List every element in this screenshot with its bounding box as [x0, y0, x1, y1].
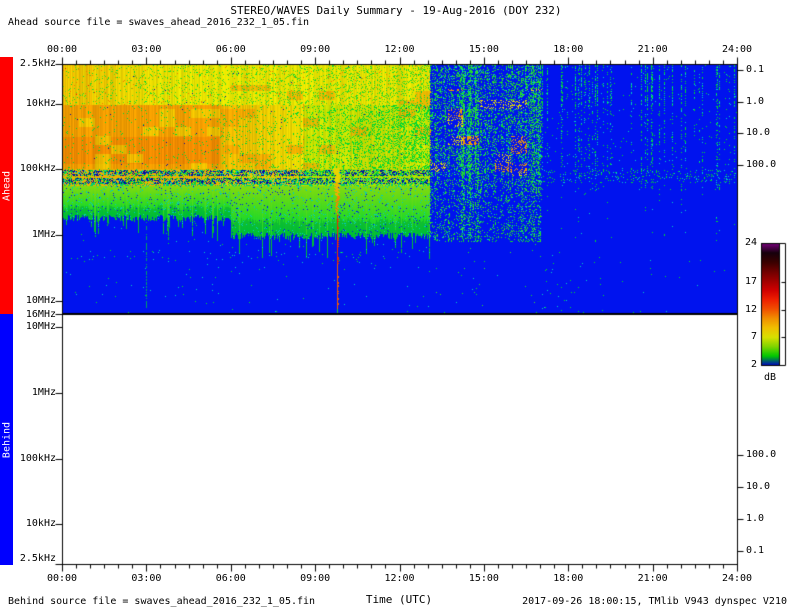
time-tick-label-top: 15:00 [468, 44, 499, 55]
colorbar-tick-label: 2 [750, 359, 757, 370]
freq-tick-label-ahead: 100kHz [19, 163, 56, 174]
right-axis-tick-label-ahead: 1.0 [746, 96, 765, 107]
right-axis-tick-label-behind: 100.0 [746, 449, 777, 460]
time-tick-label-top: 24:00 [721, 44, 753, 55]
colorbar-tick-label: 12 [744, 304, 757, 315]
freq-tick-label-ahead: 10MHz [25, 295, 56, 306]
ahead-sidebar: Ahead [0, 57, 13, 314]
time-tick-label-bottom: 03:00 [131, 573, 162, 584]
time-tick-label-top: 12:00 [384, 44, 415, 55]
right-axis-tick-label-ahead: 10.0 [746, 127, 771, 138]
time-tick-label-top: 18:00 [553, 44, 584, 55]
freq-tick-label-ahead: 2.5kHz [19, 58, 56, 69]
page-title: STEREO/WAVES Daily Summary - 19-Aug-2016… [230, 4, 562, 17]
time-tick-label-top: 06:00 [215, 44, 246, 55]
time-tick-label-bottom: 06:00 [215, 573, 246, 584]
colorbar-tick-label: 17 [744, 276, 757, 287]
colorbar-tick-label: 7 [750, 331, 757, 342]
time-tick-label-top: 03:00 [131, 44, 162, 55]
right-axis-tick-label-ahead: 0.1 [746, 64, 765, 75]
time-tick-label-bottom: 00:00 [46, 573, 78, 584]
ahead-source-file-label: Ahead source file = swaves_ahead_2016_23… [8, 17, 310, 28]
time-axis-title: Time (UTC) [365, 593, 433, 606]
freq-tick-label-ahead: 10kHz [25, 98, 56, 109]
freq-tick-label-behind: 1MHz [31, 387, 56, 398]
freq-tick-label-ahead: 16MHz [25, 309, 56, 320]
right-axis-tick-label-behind: 0.1 [746, 545, 765, 556]
time-tick-label-bottom: 15:00 [468, 573, 499, 584]
freq-tick-label-behind: 10MHz [25, 321, 56, 332]
right-axis-tick-label-ahead: 100.0 [746, 159, 777, 170]
right-axis-tick-label-behind: 10.0 [746, 481, 771, 492]
time-tick-label-top: 00:00 [46, 44, 78, 55]
colorbar-tick-label: 24 [744, 237, 757, 248]
freq-tick-label-behind: 10kHz [25, 518, 56, 529]
colorbar-unit-label: dB [763, 372, 777, 383]
generation-info-label: 2017-09-26 18:00:15, TMlib V943 dynspec … [522, 596, 787, 607]
time-tick-label-top: 21:00 [637, 44, 668, 55]
freq-tick-label-behind: 2.5kHz [19, 553, 56, 564]
time-tick-label-bottom: 24:00 [721, 573, 753, 584]
behind-sidebar: Behind [0, 314, 13, 565]
time-tick-label-bottom: 18:00 [553, 573, 584, 584]
right-axis-tick-label-behind: 1.0 [746, 513, 765, 524]
freq-tick-label-ahead: 1MHz [31, 229, 56, 240]
time-tick-label-bottom: 09:00 [300, 573, 331, 584]
time-tick-label-bottom: 21:00 [637, 573, 668, 584]
behind-source-file-label: Behind source file = swaves_ahead_2016_2… [8, 596, 316, 607]
time-tick-label-top: 09:00 [300, 44, 331, 55]
freq-tick-label-behind: 100kHz [19, 453, 56, 464]
time-tick-label-bottom: 12:00 [384, 573, 415, 584]
